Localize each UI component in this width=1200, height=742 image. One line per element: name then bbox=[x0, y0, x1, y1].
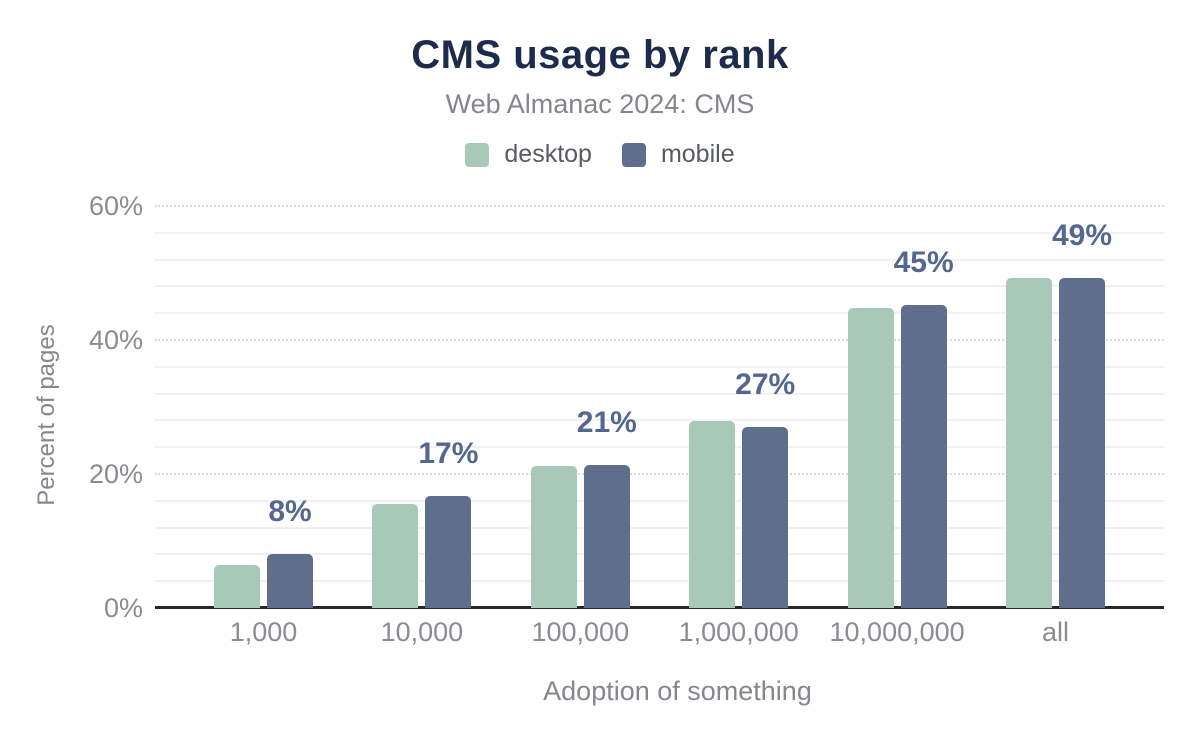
x-axis-line bbox=[155, 606, 1164, 609]
bar-desktop-10000 bbox=[372, 504, 419, 608]
legend-item-desktop: desktop bbox=[465, 142, 592, 167]
value-label: 27% bbox=[735, 368, 796, 402]
gridline-major bbox=[155, 205, 1164, 207]
y-tick-label: 20% bbox=[88, 458, 143, 489]
gridline-minor bbox=[155, 499, 1164, 502]
gridline-major bbox=[155, 473, 1164, 475]
bar-mobile-1000000 bbox=[742, 427, 789, 608]
bar-mobile-10000000 bbox=[900, 304, 947, 608]
y-tick-label: 40% bbox=[88, 324, 143, 355]
value-label: 8% bbox=[268, 495, 312, 529]
plot-area: 8% 17% 21% 27% 45% 49% bbox=[155, 205, 1164, 609]
bar-mobile-10000 bbox=[425, 496, 472, 608]
x-tick-label: all bbox=[1041, 617, 1069, 647]
chart-subtitle: Web Almanac 2024: CMS bbox=[445, 89, 755, 119]
bar-mobile-all bbox=[1059, 278, 1105, 608]
gridline-major bbox=[155, 339, 1164, 341]
legend-label-desktop: desktop bbox=[504, 140, 592, 168]
bar-mobile-1000 bbox=[267, 554, 313, 608]
gridline-minor bbox=[155, 365, 1164, 368]
bar-desktop-1000 bbox=[214, 565, 260, 608]
x-axis-title: Adoption of something bbox=[543, 676, 812, 706]
legend-label-mobile: mobile bbox=[660, 140, 735, 168]
gridline-minor bbox=[155, 580, 1164, 583]
gridline-minor bbox=[155, 446, 1164, 449]
y-tick-label: 0% bbox=[103, 592, 143, 623]
x-tick-label: 1,000 bbox=[229, 617, 298, 647]
gridline-minor bbox=[155, 231, 1164, 234]
y-tick-label: 60% bbox=[88, 190, 143, 221]
value-label: 45% bbox=[893, 245, 954, 279]
gridline-minor bbox=[155, 526, 1164, 529]
gridline-minor bbox=[155, 392, 1164, 395]
x-tick-label: 1,000,000 bbox=[678, 617, 799, 647]
bar-desktop-all bbox=[1006, 277, 1052, 608]
legend-item-mobile: mobile bbox=[621, 140, 735, 168]
mobile-swatch-icon bbox=[621, 142, 646, 167]
bar-desktop-100000 bbox=[530, 465, 577, 608]
gridline-minor bbox=[155, 312, 1164, 315]
x-tick-label: 10,000,000 bbox=[829, 617, 965, 647]
x-tick-label: 100,000 bbox=[531, 617, 630, 647]
gridline-minor bbox=[155, 553, 1164, 556]
bar-mobile-100000 bbox=[583, 464, 630, 608]
chart-title: CMS usage by rank bbox=[411, 33, 789, 77]
bar-desktop-1000000 bbox=[689, 421, 736, 608]
gridline-minor bbox=[155, 258, 1164, 261]
value-label: 17% bbox=[418, 437, 479, 471]
gridline-minor bbox=[155, 419, 1164, 422]
x-tick-label: 10,000 bbox=[380, 617, 464, 647]
legend: desktop mobile bbox=[0, 142, 1200, 167]
value-label: 49% bbox=[1051, 219, 1113, 253]
desktop-swatch-icon bbox=[465, 142, 490, 167]
gridline-minor bbox=[155, 285, 1164, 288]
bar-desktop-10000000 bbox=[847, 307, 894, 608]
value-label: 21% bbox=[576, 405, 637, 439]
